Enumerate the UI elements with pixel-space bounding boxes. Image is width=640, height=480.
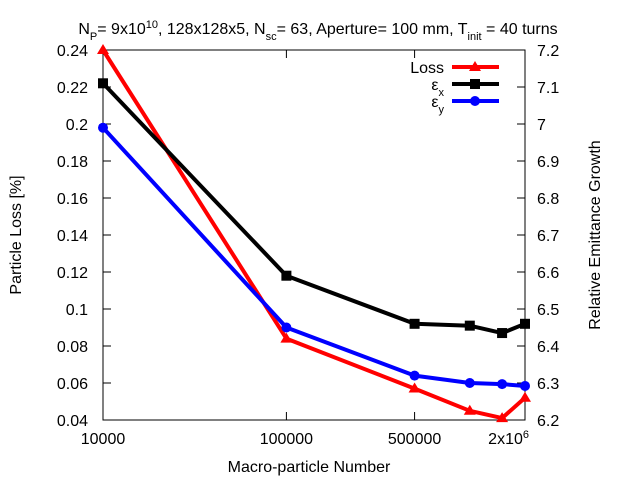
data-point: [408, 382, 421, 393]
legend-label: εy: [431, 94, 444, 116]
legend-label: Loss: [410, 60, 444, 77]
data-point: [98, 122, 108, 133]
y-right-tick-label: 6.4: [537, 339, 559, 356]
y-left-tick-label: 0.24: [57, 43, 88, 60]
y-left-tick-label: 0.1: [66, 302, 88, 319]
series-1: [98, 78, 530, 339]
x-tick-label: 100000: [260, 431, 313, 448]
y-right-tick-label: 6.5: [537, 302, 559, 319]
y-axis-left: 0.04 0.06 0.08 0.1 0.12 0.14 0.16 0.18 0.2 0.22 0.…: [57, 43, 111, 430]
y-right-tick-label: 6.7: [537, 228, 559, 245]
legend-marker: [470, 79, 480, 89]
y-right-tick-label: 6.2: [537, 413, 559, 430]
data-point: [409, 370, 420, 381]
x-tick-label: 500000: [388, 431, 441, 448]
y-axis-right: 6.2 6.3 6.4 6.5 6.6 6.7 6.8 6.9 7 7.1 7.2: [517, 43, 559, 430]
y-right-tick-label: 6.6: [537, 265, 559, 282]
data-point: [409, 318, 420, 329]
legend-marker: [469, 61, 481, 71]
data-point: [520, 380, 530, 391]
data-point: [98, 78, 108, 89]
y-right-tick-label: 7: [537, 117, 546, 134]
legend-label: εx: [431, 77, 444, 99]
data-point: [519, 391, 531, 402]
series-0: [97, 44, 531, 423]
data-point: [496, 412, 509, 423]
data-point: [464, 320, 475, 331]
x-axis: 10000 100000 500000 2x106: [81, 50, 529, 448]
x-tick-label: 10000: [81, 431, 126, 448]
data-point: [463, 404, 476, 415]
data-point: [520, 318, 530, 329]
y-left-tick-label: 0.22: [57, 80, 88, 97]
data-point: [281, 322, 292, 333]
y-axis-right-title: Relative Emittance Growth: [587, 140, 604, 329]
y-axis-left-title: Particle Loss [%]: [8, 175, 25, 294]
plot-frame: [102, 49, 526, 421]
x-axis-title: Macro-particle Number: [228, 459, 391, 476]
legend-marker: [470, 96, 480, 106]
chart-title: NP= 9x1010, 128x128x5, Nsc= 63, Aperture…: [78, 19, 557, 43]
data-point: [464, 378, 475, 388]
data-point: [497, 379, 508, 390]
data-point: [497, 328, 508, 339]
y-right-tick-label: 6.3: [537, 376, 559, 393]
y-left-tick-label: 0.04: [57, 413, 88, 430]
series-line: [101, 81, 526, 336]
y-right-tick-label: 6.8: [537, 191, 559, 208]
data-point: [281, 270, 292, 281]
series-line: [101, 48, 527, 421]
y-left-tick-label: 0.18: [57, 154, 88, 171]
data-point: [97, 44, 109, 54]
y-left-tick-label: 0.14: [57, 228, 88, 245]
y-left-tick-label: 0.16: [57, 191, 88, 208]
series-2: [98, 122, 530, 391]
series-layer: [97, 44, 531, 423]
y-left-tick-label: 0.06: [57, 376, 88, 393]
y-left-tick-label: 0.12: [57, 265, 88, 282]
y-right-tick-label: 6.9: [537, 154, 559, 171]
y-left-tick-label: 0.08: [57, 339, 88, 356]
y-left-tick-label: 0.2: [66, 117, 88, 134]
data-point: [280, 332, 293, 343]
y-right-tick-label: 7.1: [537, 80, 559, 97]
y-right-tick-label: 7.2: [537, 43, 559, 60]
x-tick-label: 2x106: [488, 429, 529, 448]
